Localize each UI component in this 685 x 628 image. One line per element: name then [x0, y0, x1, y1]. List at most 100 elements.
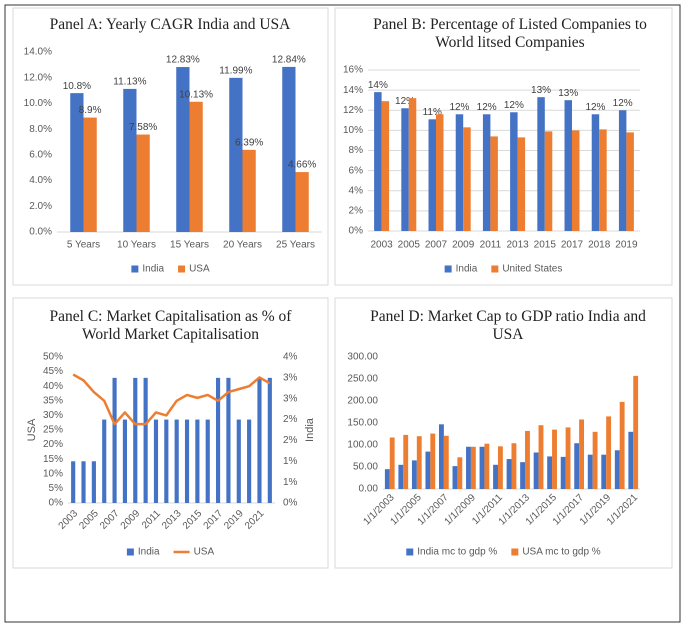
y-tick-label: 8.0%	[29, 124, 52, 135]
data-label: 11%	[423, 107, 442, 118]
bar	[599, 129, 607, 231]
bar	[544, 131, 553, 231]
y-tick-label: 8%	[349, 145, 364, 156]
bar	[497, 446, 503, 489]
bar	[572, 130, 580, 231]
data-label: 8.9%	[79, 105, 102, 116]
bar	[482, 114, 491, 231]
bar	[511, 443, 517, 489]
panel-title: Panel B: Percentage of Listed Companies …	[373, 16, 647, 51]
bar	[282, 66, 296, 233]
bar	[408, 98, 417, 231]
bar	[452, 466, 458, 489]
legend-item: India	[444, 264, 478, 275]
x-tick-label: 20 Years	[223, 240, 262, 251]
y-tick-label: 200.00	[347, 396, 378, 407]
panel-title: Panel C: Market Capitalisation as % of W…	[49, 308, 292, 343]
line	[72, 373, 271, 426]
data-label: 12%	[613, 98, 633, 109]
y-tick-label: 2%	[283, 435, 298, 446]
bar	[164, 419, 169, 503]
bar	[564, 100, 572, 231]
bar	[247, 419, 252, 503]
legend-label: USA mc to gdp %	[522, 547, 600, 558]
data-label: 7.58%	[129, 122, 157, 133]
legend-item: United States	[491, 264, 562, 275]
bar	[538, 425, 544, 489]
legend-item: USA	[173, 547, 215, 558]
x-tick-label: 2013	[160, 508, 184, 532]
y-tick-label: 3%	[283, 372, 298, 383]
bar	[136, 134, 150, 232]
x-tick-label: 2015	[534, 240, 557, 251]
x-tick-label: 2018	[588, 240, 611, 251]
legend-label: India mc to gdp %	[417, 547, 497, 558]
bar	[619, 401, 625, 489]
x-tick-label: 2009	[452, 240, 475, 251]
bar	[525, 430, 530, 489]
data-label: 10.13%	[179, 89, 213, 100]
bar	[133, 377, 138, 503]
data-label: 12%	[449, 102, 469, 113]
x-tick-label: 2003	[57, 508, 81, 532]
panel-title: Panel A: Yearly CAGR India and USA	[49, 16, 291, 33]
bar	[506, 459, 512, 489]
bar	[195, 419, 200, 503]
y-tick-label: 100.00	[347, 440, 378, 451]
legend-label: USA	[194, 547, 215, 558]
bar	[374, 92, 382, 231]
legend-label: India	[138, 547, 160, 558]
bar	[267, 377, 272, 503]
y-tick-label: 14.0%	[24, 47, 52, 58]
y-tick-label: 12%	[343, 105, 363, 116]
legend-label: India	[142, 264, 164, 275]
legend-item: India	[126, 547, 160, 558]
bar	[102, 419, 107, 503]
bar	[601, 454, 607, 489]
bar	[436, 114, 444, 231]
bar	[123, 88, 137, 233]
y-tick-label: 0.00	[359, 484, 379, 495]
bar	[547, 456, 553, 489]
bar	[614, 450, 620, 489]
legend-item: USA	[178, 264, 210, 275]
y-axis-title: USA	[26, 418, 38, 441]
data-label: 12.83%	[166, 55, 200, 66]
y-tick-label: 4.0%	[29, 175, 52, 186]
bar	[430, 433, 436, 489]
y-tick-label: 250.00	[347, 374, 378, 385]
legend-item: USA mc to gdp %	[511, 547, 601, 558]
y-tick-label: 25%	[43, 425, 63, 436]
y-tick-label: 6%	[349, 165, 364, 176]
data-label: 13%	[558, 88, 578, 99]
y-tick-label: 12.0%	[24, 72, 52, 83]
bar	[205, 419, 210, 503]
bar	[479, 446, 485, 489]
x-tick-label: 2005	[398, 240, 421, 251]
data-label: 13%	[531, 85, 551, 96]
bar	[91, 461, 96, 503]
y-tick-label: 300.00	[347, 352, 378, 363]
legend-item: India	[131, 264, 164, 275]
y-tick-label: 6.0%	[29, 149, 52, 160]
legend-label: USA	[189, 264, 210, 275]
x-tick-label: 10 Years	[117, 240, 156, 251]
x-tick-label: 2017	[561, 240, 584, 251]
y-tick-label: 10%	[43, 468, 63, 479]
legend-swatch	[511, 548, 519, 556]
data-label: 12.84%	[272, 55, 306, 66]
bar	[242, 149, 256, 232]
bar	[626, 132, 634, 231]
bar	[381, 101, 390, 231]
bar	[438, 424, 444, 489]
x-tick-label: 2019	[615, 240, 638, 251]
bar	[401, 108, 409, 231]
bar	[591, 114, 600, 231]
y-tick-label: 15%	[43, 454, 63, 465]
panel-frame	[334, 297, 673, 569]
bar	[389, 437, 395, 489]
bar	[493, 464, 498, 489]
x-tick-label: 2011	[480, 240, 502, 251]
x-tick-label: 15 Years	[170, 240, 209, 251]
